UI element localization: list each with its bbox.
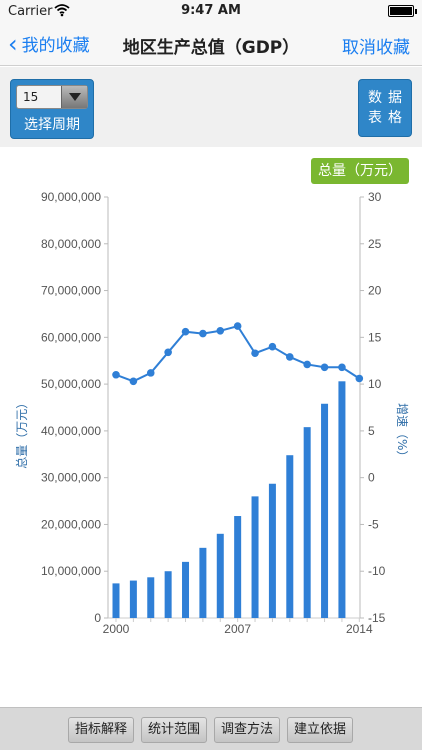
bar-2002 [147,577,155,618]
left-tick-label: 70,000,000 [41,284,101,298]
bar-2013 [338,381,346,618]
right-tick-label: -10 [368,564,386,578]
right-tick-label: 20 [368,284,382,298]
bar-2006 [216,533,224,618]
status-bar: Carrier 9:47 AM [0,0,422,22]
x-tick-label-2000: 2000 [103,622,130,636]
right-tick-label: 30 [368,190,382,204]
growth-point-2003 [164,348,172,357]
growth-point-2001 [129,377,138,386]
period-picker[interactable]: 15 选择周期 [10,79,94,139]
wifi-icon [54,3,70,21]
dropdown-arrow-icon[interactable] [61,86,87,108]
right-tick-label: -5 [368,517,379,531]
x-tick-label-2014: 2014 [346,622,373,636]
right-tick-label: 25 [368,237,382,251]
bar-2011 [303,427,311,618]
survey-method-button[interactable]: 调查方法 [214,717,280,743]
growth-point-2002 [146,369,155,377]
bar-2005 [199,547,207,618]
growth-point-2007 [233,322,242,330]
right-tick-label: 15 [368,330,382,344]
right-tick-label: 0 [368,471,375,485]
period-select[interactable]: 15 [16,85,88,109]
basis-button[interactable]: 建立依据 [287,717,353,743]
growth-point-2010 [285,353,294,361]
toolbar: 15 选择周期 数据表格 [0,67,422,147]
chart-canvas: 0 10,000,000 20,000,000 30,000,000 40,000,00… [15,190,409,636]
data-table-button[interactable]: 数据表格 [358,79,412,137]
status-time: 9:47 AM [181,3,241,18]
left-tick-label: 80,000,000 [41,237,101,251]
bar-2009 [268,483,276,618]
bar-2012 [321,403,329,618]
bar-2001 [129,580,137,618]
indicator-explanation-button[interactable]: 指标解释 [68,717,134,743]
left-tick-label: 20,000,000 [41,517,101,531]
growth-point-2005 [199,329,207,338]
growth-point-2006 [216,326,225,335]
carrier-label: Carrier [8,4,53,19]
right-tick-label: -15 [368,611,386,625]
bar-2000 [112,583,120,618]
growth-point-2012 [320,363,329,372]
bar-2003 [164,571,172,618]
growth-point-2011 [303,360,311,369]
bar-2010 [286,455,294,618]
right-tick-label: 5 [368,424,375,438]
growth-point-2013 [338,363,346,372]
legend-total[interactable]: 总量（万元） [311,158,409,184]
growth-point-2009 [268,342,277,351]
growth-point-2004 [181,327,190,336]
growth-point-2008 [251,349,259,358]
bar-2008 [251,496,259,618]
left-tick-label: 30,000,000 [41,471,101,485]
back-button-label: 我的收藏 [21,36,90,56]
unfavorite-button[interactable]: 取消收藏 [342,38,410,58]
right-tick-label: 10 [368,377,382,391]
chevron-left-icon: ‹ [8,29,18,58]
bar-2004 [182,561,190,618]
left-tick-label: 0 [94,611,101,625]
left-tick-label: 60,000,000 [41,330,101,344]
statistical-scope-button[interactable]: 统计范围 [141,717,207,743]
gdp-chart: 0 10,000,000 20,000,000 30,000,000 40,000,00… [0,147,422,707]
period-label: 选择周期 [24,117,80,133]
left-tick-label: 10,000,000 [41,564,101,578]
bottom-bar: 指标解释 统计范围 调查方法 建立依据 [0,707,422,750]
battery-icon [388,5,417,17]
bar-2007 [234,516,242,618]
growth-point-2014 [355,374,364,383]
navigation-bar: ‹ 我的收藏 地区生产总值（GDP） 取消收藏 [0,22,422,66]
right-axis-title: 增速（%） [395,403,409,462]
left-tick-label: 90,000,000 [41,190,101,204]
period-value: 15 [23,90,39,104]
x-tick-label-2007: 2007 [224,622,251,636]
left-tick-label: 40,000,000 [41,424,101,438]
left-axis-title: 总量（万元） [15,397,29,469]
growth-point-2000 [112,370,120,379]
back-button[interactable]: ‹ 我的收藏 [8,29,90,58]
left-tick-label: 50,000,000 [41,377,101,391]
